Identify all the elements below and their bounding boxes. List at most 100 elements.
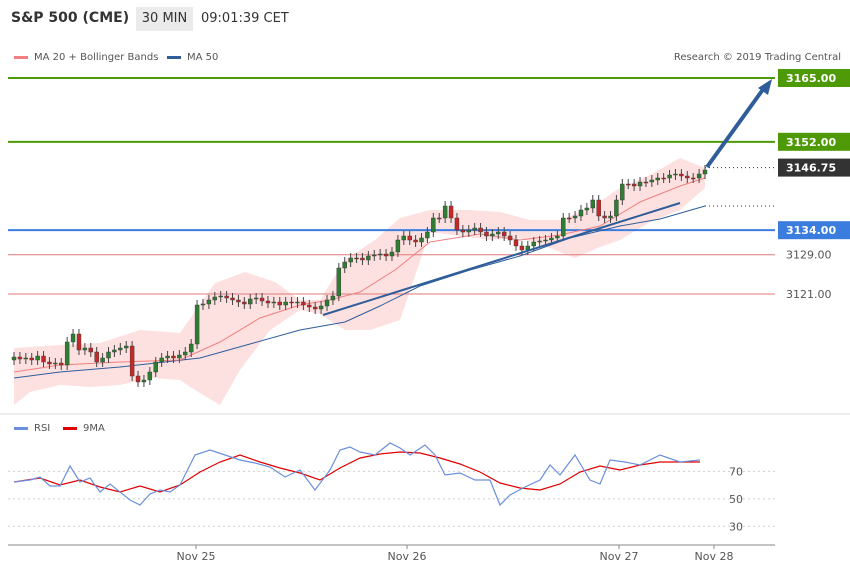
candle-body bbox=[626, 183, 631, 186]
candle-body bbox=[153, 361, 158, 373]
candle-body bbox=[690, 177, 696, 180]
x-tick-label: Nov 25 bbox=[177, 550, 216, 563]
candle-body bbox=[614, 199, 619, 217]
legend-9ma: 9MA bbox=[63, 423, 105, 434]
candle-body bbox=[425, 231, 430, 239]
candle-body bbox=[566, 217, 572, 220]
ma50-legend-label: MA 50 bbox=[187, 52, 219, 63]
rsi-tick-50: 50 bbox=[729, 493, 743, 506]
candle-body bbox=[472, 227, 477, 231]
candle-body bbox=[543, 239, 548, 242]
candle-body bbox=[200, 303, 206, 306]
candle-body bbox=[578, 209, 584, 217]
candle-body bbox=[490, 233, 495, 237]
rsi-swatch bbox=[14, 427, 28, 430]
candle-body bbox=[41, 355, 46, 363]
candle-body bbox=[496, 231, 501, 235]
ma20-legend-label: MA 20 + Bollinger Bands bbox=[34, 52, 159, 63]
candle-body bbox=[437, 217, 442, 220]
candle-body bbox=[11, 356, 17, 361]
candle-body bbox=[596, 199, 601, 217]
ma9-legend-label: 9MA bbox=[83, 423, 105, 434]
level-3129-00-label: 3129.00 bbox=[786, 249, 832, 262]
candle-body bbox=[519, 245, 525, 251]
rsi-line bbox=[13, 442, 701, 507]
candle-body bbox=[183, 351, 188, 356]
timeframe-selector[interactable]: 30 MIN bbox=[136, 7, 193, 31]
candle-body bbox=[248, 298, 253, 305]
candle-body bbox=[348, 257, 353, 263]
candle-body bbox=[366, 255, 371, 261]
candle-body bbox=[188, 343, 194, 353]
candle-body bbox=[685, 175, 690, 179]
candle-body bbox=[383, 253, 389, 257]
rsi-tick-70: 70 bbox=[729, 465, 743, 478]
candle-body bbox=[655, 177, 660, 181]
candle-body bbox=[649, 179, 655, 183]
candle-body bbox=[466, 229, 471, 233]
candle-body bbox=[661, 177, 666, 180]
chart-header: S&P 500 (CME) 30 MIN 09:01:39 CET bbox=[0, 0, 850, 38]
legend-ma20: MA 20 + Bollinger Bands bbox=[14, 52, 158, 63]
candle-body bbox=[112, 349, 117, 353]
candle-body bbox=[702, 169, 708, 175]
level-3134-00-tag bbox=[778, 221, 850, 240]
rsi-tick-30: 30 bbox=[729, 520, 743, 533]
bollinger-band bbox=[14, 158, 705, 405]
candle-body bbox=[218, 295, 223, 298]
candle-body bbox=[620, 183, 625, 201]
ma9-swatch bbox=[63, 427, 77, 430]
candle-body bbox=[271, 301, 277, 304]
candle-body bbox=[590, 199, 595, 209]
candle-body bbox=[259, 297, 265, 302]
candle-body bbox=[507, 235, 513, 241]
candle-body bbox=[460, 229, 466, 233]
level-3146-75-tag bbox=[778, 158, 850, 177]
candle-body bbox=[484, 231, 489, 237]
candle-body bbox=[330, 295, 336, 301]
candle-body bbox=[141, 379, 147, 383]
copyright: Research © 2019 Trading Central bbox=[673, 52, 841, 63]
x-tick-label: Nov 28 bbox=[695, 550, 734, 563]
candle-body bbox=[17, 356, 23, 360]
ma20-line bbox=[13, 177, 706, 373]
candle-body bbox=[389, 251, 395, 257]
candle-body bbox=[100, 357, 105, 363]
level-3134-00-label: 3134.00 bbox=[786, 224, 836, 237]
candle-body bbox=[637, 181, 643, 187]
candle-body bbox=[277, 301, 282, 306]
candle-body bbox=[53, 362, 58, 365]
candle-body bbox=[301, 301, 306, 306]
candle-body bbox=[70, 333, 76, 343]
candle-body bbox=[360, 257, 365, 261]
candle-body bbox=[342, 261, 347, 269]
candle-body bbox=[47, 361, 52, 365]
trendline bbox=[322, 202, 681, 316]
rsi-9ma-line bbox=[13, 451, 700, 493]
target-arrow-shaft bbox=[705, 86, 766, 169]
instrument-title: S&P 500 (CME) bbox=[11, 10, 130, 26]
candle-body bbox=[572, 215, 578, 219]
candle-body bbox=[448, 205, 454, 219]
candle-body bbox=[537, 240, 542, 243]
candle-body bbox=[206, 299, 212, 305]
candle-body bbox=[194, 304, 200, 345]
candle-body bbox=[124, 345, 129, 349]
candle-body bbox=[673, 173, 678, 176]
candle-body bbox=[561, 217, 566, 237]
candle-body bbox=[431, 217, 436, 233]
legend-rsi: RSI bbox=[14, 423, 50, 434]
candle-body bbox=[602, 215, 607, 219]
candle-body bbox=[82, 347, 88, 351]
candle-body bbox=[555, 235, 560, 239]
ma50-swatch bbox=[167, 56, 181, 59]
candle-body bbox=[696, 173, 702, 179]
candle-body bbox=[454, 217, 460, 231]
candle-body bbox=[242, 301, 247, 305]
candle-body bbox=[667, 174, 672, 179]
candle-body bbox=[407, 235, 412, 241]
candle-body bbox=[59, 362, 64, 366]
ma20-swatch bbox=[14, 56, 28, 59]
candle-body bbox=[129, 345, 135, 377]
